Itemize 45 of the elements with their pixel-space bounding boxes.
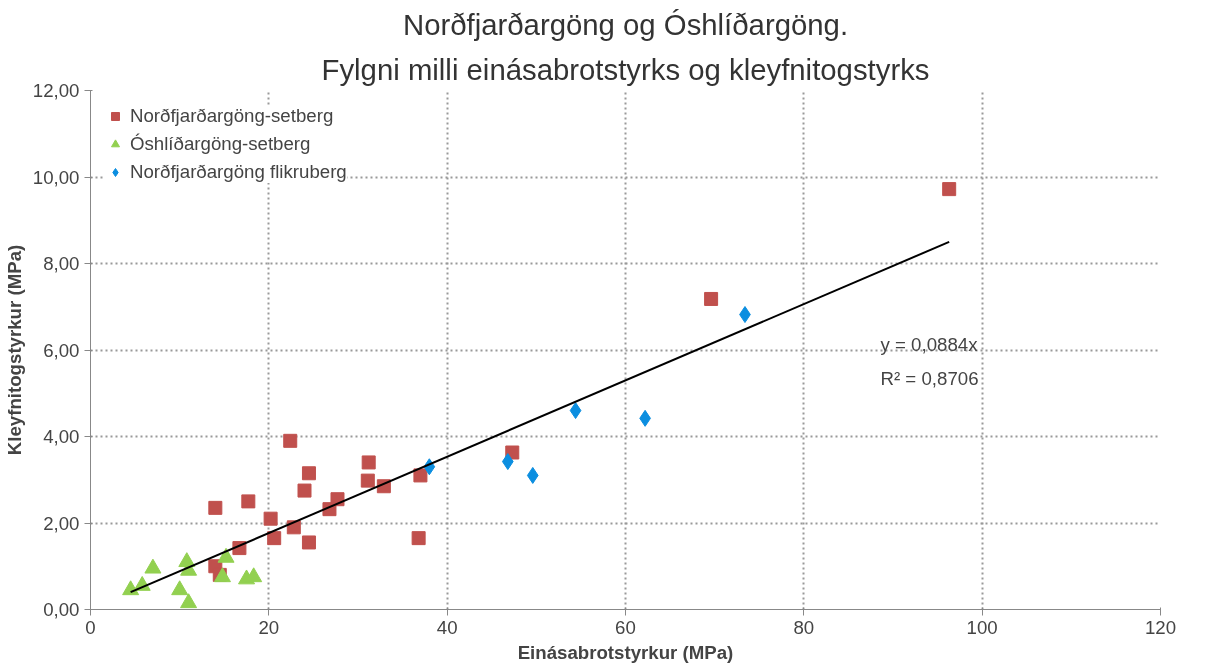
point bbox=[144, 558, 162, 574]
point bbox=[241, 494, 256, 509]
point bbox=[267, 531, 282, 546]
point bbox=[213, 567, 231, 583]
chart-title: Norðfjarðargöng og Óshlíðargöng. bbox=[402, 7, 849, 41]
point bbox=[263, 511, 278, 526]
point bbox=[360, 473, 375, 488]
point bbox=[413, 468, 428, 483]
y-tick-label: 4,00 bbox=[43, 426, 80, 447]
point bbox=[301, 535, 316, 550]
x-tick-label: 40 bbox=[436, 616, 458, 638]
annotation: R² = 0,8706 bbox=[880, 367, 979, 389]
y-tick-label: 10,00 bbox=[32, 166, 80, 188]
point bbox=[526, 466, 539, 484]
x-axis-title: Einásabrotstyrkur (MPa) bbox=[517, 641, 734, 663]
y-tick-label: 2,00 bbox=[43, 512, 80, 534]
y-axis-title: Kleyfnitogstyrkur (MPa) bbox=[3, 244, 25, 456]
point bbox=[283, 433, 298, 448]
point bbox=[411, 531, 426, 546]
point bbox=[180, 593, 198, 609]
x-tick-label: 80 bbox=[793, 616, 815, 638]
chart-subtitle: Fylgni milli einásabrotstyrks og kleyfnitogstyrks bbox=[321, 52, 930, 86]
x-tick-label: 100 bbox=[966, 616, 998, 638]
point bbox=[704, 291, 719, 306]
x-tick-label: 120 bbox=[1144, 616, 1177, 638]
point bbox=[297, 483, 312, 498]
y-tick-label: 12,00 bbox=[32, 80, 80, 101]
legend-label: Óshlíðargöng-setberg bbox=[130, 133, 311, 155]
x-tick-label: 60 bbox=[615, 616, 636, 638]
annotation: y = 0,0884x bbox=[880, 333, 979, 355]
y-tick-label: 0,00 bbox=[43, 599, 80, 620]
y-tick-label: 8,00 bbox=[43, 253, 80, 274]
point bbox=[301, 466, 316, 481]
point bbox=[171, 580, 189, 596]
point bbox=[569, 402, 582, 420]
point bbox=[942, 182, 957, 197]
x-tick-label: 20 bbox=[258, 616, 280, 638]
point bbox=[361, 455, 376, 470]
point bbox=[208, 500, 223, 515]
point bbox=[501, 453, 514, 471]
legend-label: Norðfjarðargöng-setberg bbox=[130, 105, 334, 127]
point bbox=[217, 547, 235, 563]
y-tick-label: 6,00 bbox=[43, 339, 80, 361]
x-tick-label: 0 bbox=[85, 616, 96, 638]
legend-label: Norðfjarðargöng flikruberg bbox=[130, 161, 347, 183]
